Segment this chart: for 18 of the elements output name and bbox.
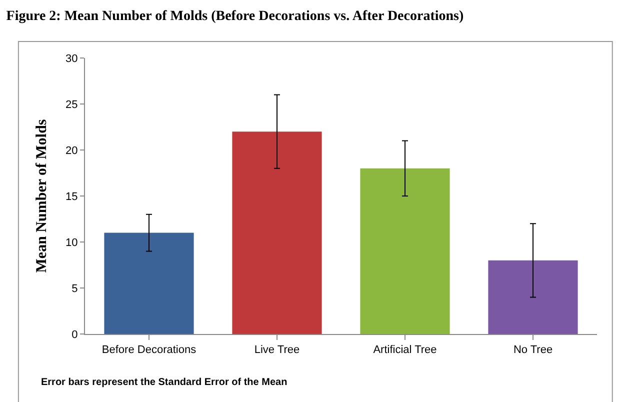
y-tick-label: 0: [72, 328, 78, 341]
x-tick-label: Live Tree: [254, 344, 300, 356]
x-tick-label: Before Decorations: [102, 344, 197, 356]
y-tick-label: 25: [66, 98, 78, 111]
y-tick-label: 20: [66, 144, 78, 157]
y-tick-label: 30: [66, 52, 78, 65]
y-axis-title: Mean Number of Molds: [34, 119, 50, 273]
bar: [232, 132, 322, 334]
bar: [360, 168, 450, 334]
bar: [488, 260, 578, 334]
y-tick-label: 5: [72, 282, 78, 295]
chart-title: Figure 2: Mean Number of Molds (Before Decorations vs. After Decorations): [6, 8, 464, 24]
y-tick-label: 10: [66, 236, 78, 249]
x-tick-label: No Tree: [513, 344, 553, 356]
x-tick-label: Artificial Tree: [373, 344, 437, 356]
bar: [104, 232, 194, 334]
text: Error bars represent the Standard Error of the Mean: [41, 377, 288, 388]
y-tick-label: 15: [66, 190, 78, 203]
